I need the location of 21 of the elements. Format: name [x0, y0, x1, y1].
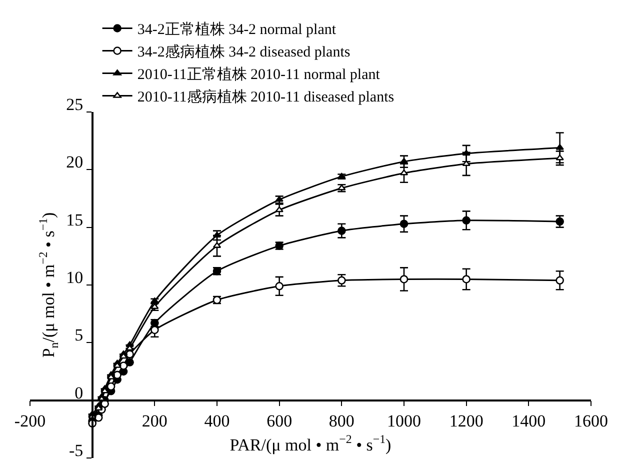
- x-tick-label: -200: [14, 411, 46, 430]
- legend-label: 2010-11正常植株 2010-11 normal plant: [137, 66, 381, 84]
- x-tick-label: 1400: [512, 411, 546, 430]
- y-tick-label: 10: [66, 268, 84, 287]
- x-tick-label: 600: [266, 411, 292, 430]
- y-tick-label: 25: [66, 94, 84, 114]
- y-tick-label: 0: [74, 383, 84, 402]
- legend-label: 34-2正常植株 34-2 normal plant: [137, 21, 337, 38]
- x-axis-title: PAR/(μ mol • m$^{−2}$ • s$^{−1}$): [230, 432, 392, 454]
- y-tick-label: 20: [66, 152, 84, 172]
- y-tick-label: -5: [69, 440, 84, 460]
- x-tick-label: 200: [142, 411, 168, 430]
- x-tick-label: 800: [328, 411, 354, 430]
- legend-label: 2010-11感病植株 2010-11 diseased plants: [137, 88, 394, 106]
- x-tick-label: 1200: [449, 411, 484, 430]
- legend-label: 34-2感病植株 34-2 diseased plants: [137, 44, 350, 61]
- y-tick-label: 5: [74, 326, 84, 345]
- x-tick-label: 1000: [387, 411, 421, 430]
- y-tick-label: 15: [66, 210, 84, 230]
- x-tick-label: 400: [204, 411, 230, 430]
- x-tick-label: 1600: [574, 411, 608, 430]
